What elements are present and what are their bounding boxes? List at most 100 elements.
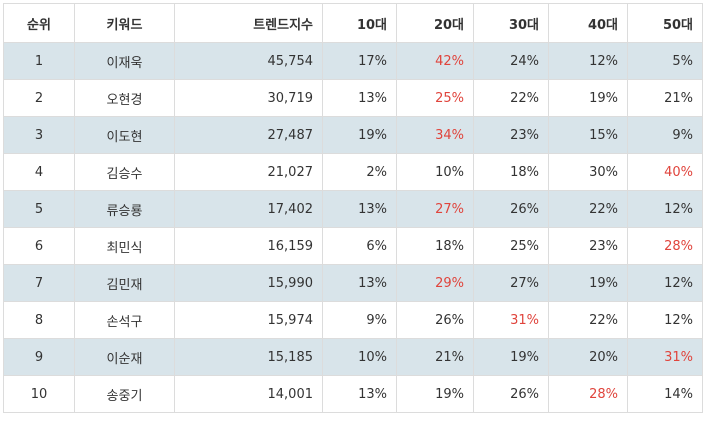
cell-trend-index: 15,185 — [174, 338, 323, 376]
cell-age-20: 26% — [396, 301, 474, 339]
cell-age-40: 15% — [548, 116, 628, 154]
cell-age-20: 25% — [396, 79, 474, 117]
cell-trend-index: 15,974 — [174, 301, 323, 339]
cell-trend-index: 15,990 — [174, 264, 323, 302]
cell-age-40: 20% — [548, 338, 628, 376]
cell-age-20: 19% — [396, 375, 474, 413]
cell-age-30: 24% — [473, 42, 549, 80]
cell-age-30: 22% — [473, 79, 549, 117]
header-age-10: 10대 — [322, 3, 397, 43]
cell-age-40: 28% — [548, 375, 628, 413]
cell-rank: 7 — [3, 264, 75, 302]
cell-trend-index: 14,001 — [174, 375, 323, 413]
cell-rank: 4 — [3, 153, 75, 191]
cell-age-20: 27% — [396, 190, 474, 228]
cell-age-20: 34% — [396, 116, 474, 154]
cell-age-40: 22% — [548, 301, 628, 339]
cell-keyword: 김승수 — [74, 153, 175, 191]
cell-age-50: 9% — [627, 116, 703, 154]
cell-age-20: 29% — [396, 264, 474, 302]
table-body: 1 이재욱 45,754 17% 42% 24% 12% 5% 2 오현경 30,719 13% 25%… — [3, 42, 703, 413]
cell-trend-index: 17,402 — [174, 190, 323, 228]
table-row: 1 이재욱 45,754 17% 42% 24% 12% 5% — [3, 42, 703, 80]
cell-keyword: 송중기 — [74, 375, 175, 413]
cell-age-50: 12% — [627, 190, 703, 228]
cell-rank: 9 — [3, 338, 75, 376]
table-row: 2 오현경 30,719 13% 25% 22% 19% 21% — [3, 79, 703, 117]
cell-age-50: 31% — [627, 338, 703, 376]
cell-age-50: 40% — [627, 153, 703, 191]
cell-keyword: 손석구 — [74, 301, 175, 339]
cell-keyword: 류승룡 — [74, 190, 175, 228]
cell-age-50: 5% — [627, 42, 703, 80]
cell-rank: 1 — [3, 42, 75, 80]
cell-trend-index: 16,159 — [174, 227, 323, 265]
cell-keyword: 이재욱 — [74, 42, 175, 80]
cell-age-30: 26% — [473, 375, 549, 413]
cell-age-10: 13% — [322, 79, 397, 117]
table-row: 3 이도현 27,487 19% 34% 23% 15% 9% — [3, 116, 703, 154]
cell-keyword: 최민식 — [74, 227, 175, 265]
header-rank: 순위 — [3, 3, 75, 43]
cell-age-40: 12% — [548, 42, 628, 80]
cell-trend-index: 27,487 — [174, 116, 323, 154]
header-age-50: 50대 — [627, 3, 703, 43]
header-age-40: 40대 — [548, 3, 628, 43]
cell-age-10: 13% — [322, 375, 397, 413]
header-age-30: 30대 — [473, 3, 549, 43]
cell-age-40: 23% — [548, 227, 628, 265]
cell-keyword: 오현경 — [74, 79, 175, 117]
cell-age-50: 14% — [627, 375, 703, 413]
cell-age-40: 19% — [548, 264, 628, 302]
cell-age-50: 12% — [627, 264, 703, 302]
cell-age-30: 23% — [473, 116, 549, 154]
cell-age-50: 21% — [627, 79, 703, 117]
cell-rank: 5 — [3, 190, 75, 228]
cell-age-10: 9% — [322, 301, 397, 339]
cell-rank: 10 — [3, 375, 75, 413]
cell-age-30: 27% — [473, 264, 549, 302]
cell-age-10: 2% — [322, 153, 397, 191]
cell-age-50: 28% — [627, 227, 703, 265]
trend-ranking-table-container: 순위 키워드 트렌드지수 10대 20대 30대 40대 50대 1 이재욱 45,… — [3, 3, 703, 413]
cell-rank: 2 — [3, 79, 75, 117]
cell-age-20: 18% — [396, 227, 474, 265]
cell-age-10: 13% — [322, 264, 397, 302]
cell-keyword: 이순재 — [74, 338, 175, 376]
table-row: 6 최민식 16,159 6% 18% 25% 23% 28% — [3, 227, 703, 265]
header-keyword: 키워드 — [74, 3, 175, 43]
cell-keyword: 김민재 — [74, 264, 175, 302]
cell-age-30: 18% — [473, 153, 549, 191]
cell-age-30: 19% — [473, 338, 549, 376]
cell-age-20: 21% — [396, 338, 474, 376]
cell-age-10: 13% — [322, 190, 397, 228]
cell-age-10: 10% — [322, 338, 397, 376]
cell-age-30: 31% — [473, 301, 549, 339]
cell-age-30: 25% — [473, 227, 549, 265]
cell-age-50: 12% — [627, 301, 703, 339]
cell-rank: 3 — [3, 116, 75, 154]
cell-age-20: 42% — [396, 42, 474, 80]
cell-age-40: 30% — [548, 153, 628, 191]
cell-keyword: 이도현 — [74, 116, 175, 154]
cell-age-40: 19% — [548, 79, 628, 117]
header-trend-index: 트렌드지수 — [174, 3, 323, 43]
table-row: 7 김민재 15,990 13% 29% 27% 19% 12% — [3, 264, 703, 302]
table-row: 4 김승수 21,027 2% 10% 18% 30% 40% — [3, 153, 703, 191]
cell-trend-index: 21,027 — [174, 153, 323, 191]
cell-age-10: 19% — [322, 116, 397, 154]
cell-rank: 8 — [3, 301, 75, 339]
table-row: 10 송중기 14,001 13% 19% 26% 28% 14% — [3, 375, 703, 413]
table-row: 8 손석구 15,974 9% 26% 31% 22% 12% — [3, 301, 703, 339]
cell-age-20: 10% — [396, 153, 474, 191]
cell-trend-index: 30,719 — [174, 79, 323, 117]
cell-age-10: 6% — [322, 227, 397, 265]
trend-ranking-table: 순위 키워드 트렌드지수 10대 20대 30대 40대 50대 1 이재욱 45,… — [3, 3, 703, 413]
cell-age-30: 26% — [473, 190, 549, 228]
table-row: 9 이순재 15,185 10% 21% 19% 20% 31% — [3, 338, 703, 376]
table-row: 5 류승룡 17,402 13% 27% 26% 22% 12% — [3, 190, 703, 228]
cell-trend-index: 45,754 — [174, 42, 323, 80]
header-age-20: 20대 — [396, 3, 474, 43]
cell-age-40: 22% — [548, 190, 628, 228]
cell-rank: 6 — [3, 227, 75, 265]
